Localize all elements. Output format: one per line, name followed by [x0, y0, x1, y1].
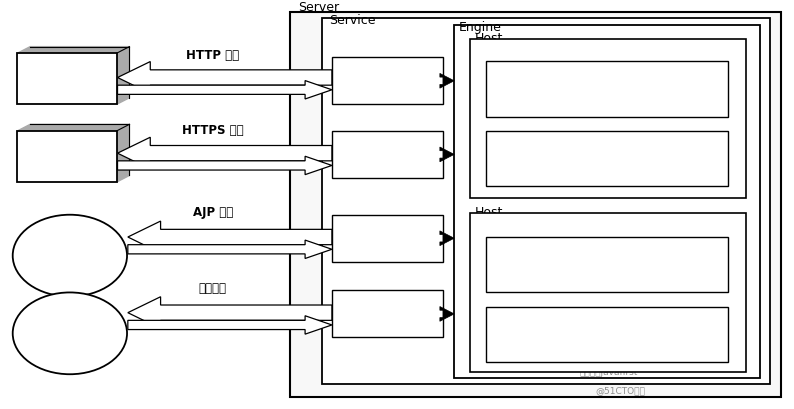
Text: Connector: Connector	[359, 149, 416, 160]
Text: HTTP 协议: HTTP 协议	[187, 49, 239, 62]
Bar	[470, 39, 746, 198]
Polygon shape	[118, 81, 332, 99]
Polygon shape	[440, 74, 454, 88]
Bar	[486, 237, 728, 292]
Bar	[322, 18, 770, 384]
Polygon shape	[440, 231, 454, 245]
Bar	[17, 131, 117, 182]
Bar	[332, 215, 443, 262]
Bar	[17, 53, 117, 104]
Polygon shape	[128, 297, 332, 329]
Text: 其他协议: 其他协议	[198, 282, 227, 295]
Text: Context: Context	[585, 84, 629, 94]
Bar	[332, 131, 443, 178]
Ellipse shape	[13, 292, 127, 374]
Text: Connector: Connector	[359, 76, 416, 86]
Bar	[470, 213, 746, 372]
Polygon shape	[117, 47, 129, 104]
Text: JK连接
程序: JK连接 程序	[56, 240, 83, 271]
Text: HTTPS 协议: HTTPS 协议	[182, 124, 244, 137]
Text: @51CTO博客: @51CTO博客	[596, 386, 646, 395]
Text: Connector: Connector	[359, 309, 416, 319]
Bar	[332, 57, 443, 104]
Text: 浏览器: 浏览器	[56, 150, 79, 163]
Text: Host: Host	[475, 206, 503, 219]
Text: Context: Context	[585, 153, 629, 164]
Text: Service: Service	[330, 13, 376, 27]
Polygon shape	[128, 221, 332, 253]
Polygon shape	[440, 307, 454, 321]
Ellipse shape	[13, 215, 127, 297]
Text: 微信号：javafirst: 微信号：javafirst	[580, 368, 638, 377]
Bar	[454, 25, 760, 378]
Polygon shape	[118, 61, 332, 94]
Text: Connector: Connector	[359, 233, 416, 243]
Text: Server: Server	[298, 1, 339, 14]
Polygon shape	[17, 47, 129, 53]
Bar	[486, 131, 728, 186]
Polygon shape	[118, 156, 332, 175]
Text: 其他连
接程序: 其他连 接程序	[59, 318, 81, 348]
Polygon shape	[118, 137, 332, 169]
Polygon shape	[128, 240, 332, 258]
Text: 浏览器: 浏览器	[56, 72, 79, 85]
Polygon shape	[17, 124, 129, 131]
Polygon shape	[440, 147, 454, 162]
Bar	[290, 12, 781, 397]
Bar	[332, 290, 443, 337]
Text: AJP 协议: AJP 协议	[193, 206, 233, 219]
Polygon shape	[117, 124, 129, 182]
Text: Host: Host	[475, 32, 503, 45]
Bar	[486, 61, 728, 117]
Text: Context: Context	[585, 329, 629, 339]
Text: Engine: Engine	[459, 20, 502, 34]
Polygon shape	[128, 316, 332, 334]
Bar	[486, 307, 728, 362]
Text: Context: Context	[585, 260, 629, 270]
